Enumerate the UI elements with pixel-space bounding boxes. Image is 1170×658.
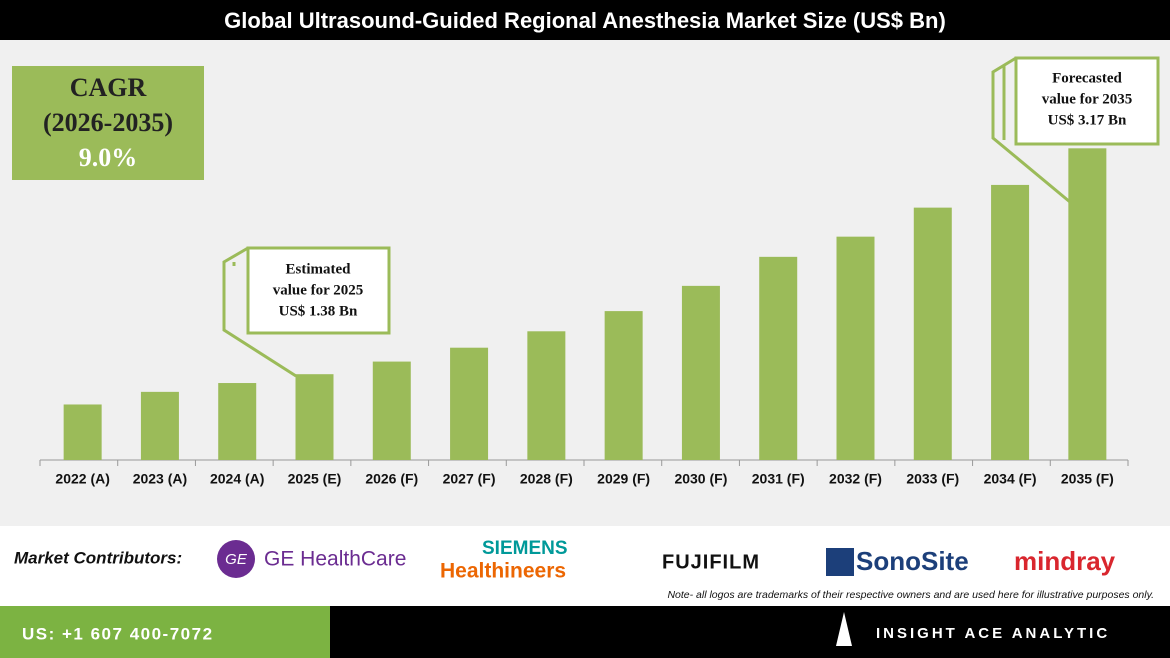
callout-connector: [991, 56, 1071, 204]
fujifilm-logo: FUJIFILM: [662, 551, 760, 573]
callout-box: [1014, 56, 1160, 146]
x-tick-label: 2028 (F): [520, 471, 573, 487]
x-tick-label: 2024 (A): [210, 471, 264, 487]
bar: [991, 184, 1030, 460]
bar: [450, 347, 489, 460]
callout-text: US$ 1.38 Bn: [279, 303, 358, 319]
bar: [1068, 148, 1107, 461]
callout-text: value for 2035: [1042, 91, 1133, 107]
contributors-label: Market Contributors:: [14, 548, 182, 567]
mindray-logo: mindray: [1014, 546, 1116, 576]
title-bar: [0, 0, 1170, 40]
bar: [681, 285, 720, 460]
x-tick-label: 2031 (F): [752, 471, 805, 487]
x-tick-label: 2029 (F): [597, 471, 650, 487]
callout-text: US$ 3.17 Bn: [1048, 112, 1127, 128]
bar: [140, 391, 179, 460]
bar: [913, 207, 952, 460]
logo-strip: [0, 526, 1170, 606]
ge-logo-mark-text: GE: [225, 551, 248, 568]
brand-mark: [836, 612, 852, 646]
x-tick-label: 2022 (A): [55, 471, 109, 487]
cagr-value: 9.0%: [79, 143, 138, 172]
bar: [527, 331, 566, 460]
cagr-label: CAGR: [70, 73, 147, 102]
ge-logo: GE HealthCare: [264, 548, 406, 571]
cagr-period: (2026-2035): [43, 108, 173, 137]
callout-text: value for 2025: [273, 282, 364, 298]
x-tick-label: 2035 (F): [1061, 471, 1114, 487]
callout-connector: [222, 246, 297, 378]
cagr-box: [12, 66, 204, 180]
logo-note: Note- all logos are trademarks of their …: [667, 589, 1154, 601]
bar: [295, 374, 334, 460]
x-tick-label: 2032 (F): [829, 471, 882, 487]
x-tick-label: 2030 (F): [674, 471, 727, 487]
x-tick-label: 2025 (E): [288, 471, 342, 487]
bar: [372, 361, 411, 460]
callout-text: Forecasted: [1052, 70, 1122, 86]
sonosite-mark: [826, 548, 854, 576]
x-tick-label: 2027 (F): [443, 471, 496, 487]
x-tick-label: 2023 (A): [133, 471, 187, 487]
x-tick-label: 2033 (F): [906, 471, 959, 487]
bar: [759, 256, 798, 460]
bar: [836, 236, 875, 460]
bar: [218, 383, 257, 460]
sonosite-logo: SonoSite: [856, 546, 969, 576]
brand: INSIGHT ACE ANALYTIC: [876, 625, 1110, 642]
siemens-logo: SIEMENS: [482, 538, 568, 559]
ge-logo-mark: [217, 540, 255, 578]
callout-box: [246, 246, 391, 335]
x-tick-label: 2034 (F): [984, 471, 1037, 487]
phone: US: +1 607 400-7072: [22, 624, 214, 643]
brand-box: [330, 606, 1170, 658]
callout-text: Estimated: [286, 261, 352, 277]
phone-box: [0, 606, 330, 658]
chart-title: Global Ultrasound-Guided Regional Anesth…: [224, 8, 946, 33]
bar: [63, 404, 102, 460]
bar: [604, 311, 643, 460]
healthineers-logo: Healthineers: [440, 560, 566, 583]
x-tick-label: 2026 (F): [365, 471, 418, 487]
